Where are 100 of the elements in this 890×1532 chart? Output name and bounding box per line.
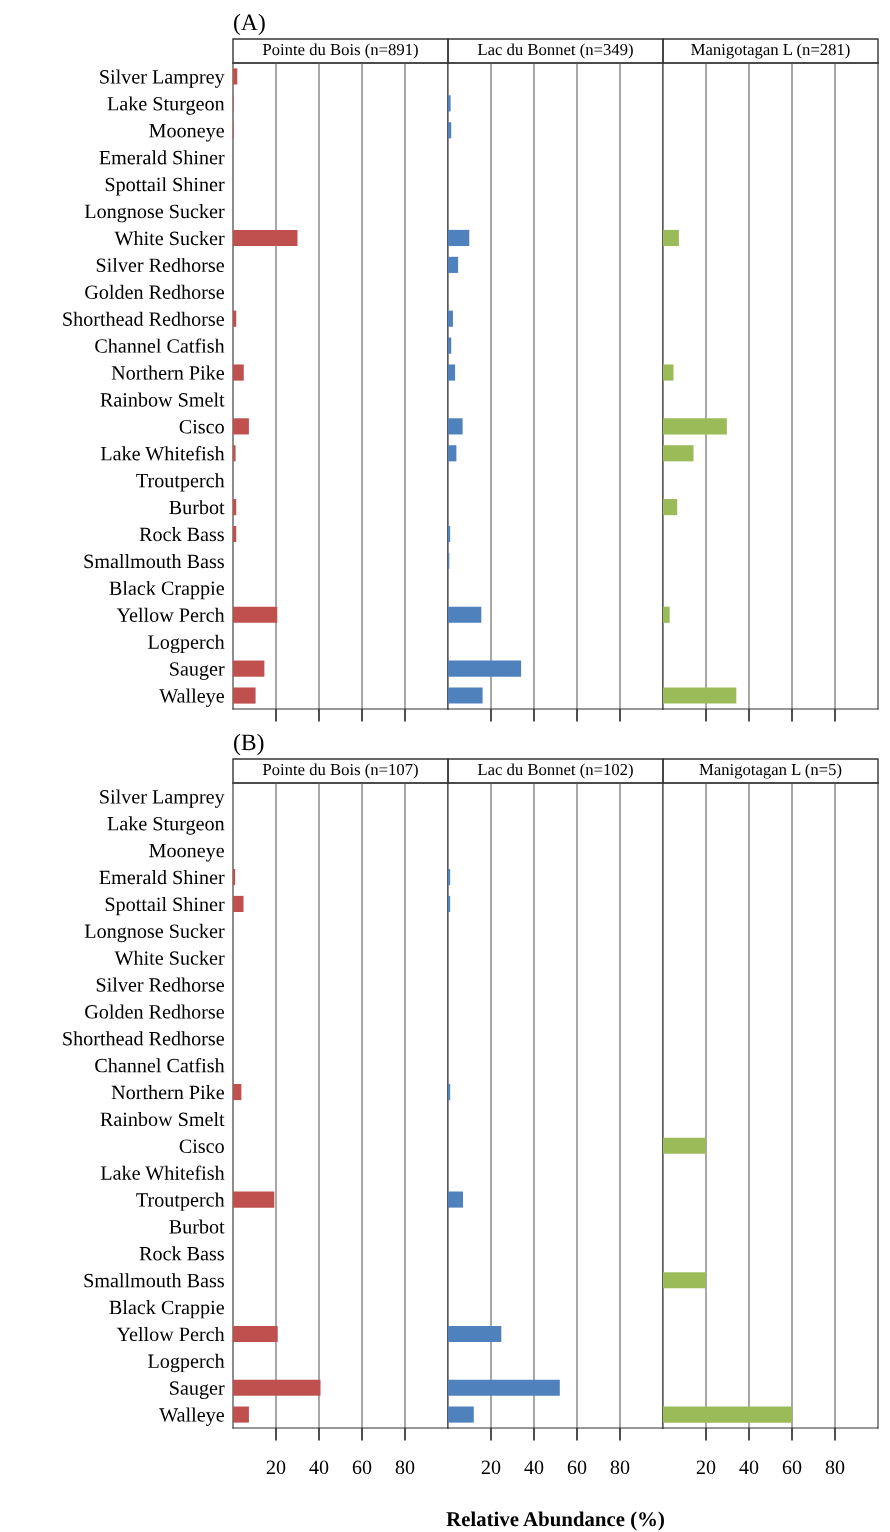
y-tick-label: Yellow Perch <box>116 1326 225 1342</box>
y-tick-label: Golden Redhorse <box>85 1004 224 1019</box>
bar <box>448 310 453 327</box>
bar <box>448 256 459 273</box>
y-tick-label: Rock Bass <box>139 1246 224 1261</box>
bar <box>448 606 482 623</box>
bar <box>233 229 298 247</box>
x-tick-label: 20 <box>696 1460 716 1475</box>
x-tick-label: 40 <box>739 1460 759 1475</box>
y-tick-label: Troutperch <box>136 473 225 492</box>
y-tick-label: Mooneye <box>149 124 224 142</box>
y-tick-label: Channel Catfish <box>95 338 225 353</box>
bar <box>448 418 463 435</box>
bar <box>448 337 452 354</box>
bar <box>448 525 451 543</box>
y-tick-label: Rainbow Smelt <box>100 1111 225 1127</box>
x-axis-title: Relative Abundance (%) <box>446 1511 664 1531</box>
y-tick-label: Logperch <box>148 634 225 654</box>
bar <box>448 687 483 704</box>
bar <box>663 499 678 516</box>
y-tick-label: Logperch <box>148 1353 225 1373</box>
y-tick-label: Silver Redhorse <box>96 977 224 992</box>
bar <box>663 606 670 623</box>
bar <box>233 606 278 623</box>
y-tick-label: Sauger <box>170 662 225 680</box>
y-tick-label: Cisco <box>179 420 224 434</box>
x-tick-label: 80 <box>610 1460 630 1475</box>
y-tick-label: Spottail Shiner <box>105 177 225 196</box>
chart-title: Manigotagan L (n=281) <box>691 43 850 59</box>
y-tick-label: Golden Redhorse <box>85 284 224 299</box>
y-tick-label: Lake Whitefish <box>100 446 225 461</box>
x-tick-label: 40 <box>309 1460 329 1475</box>
x-tick-label: 60 <box>567 1460 587 1475</box>
y-tick-label: Rock Bass <box>139 527 224 542</box>
bar <box>448 1084 451 1101</box>
x-tick-label: 60 <box>352 1460 372 1475</box>
x-tick-label: 60 <box>782 1460 802 1475</box>
bar <box>448 1379 560 1396</box>
y-tick-label: Mooneye <box>149 843 224 862</box>
bar <box>233 687 256 704</box>
y-tick-label: Troutperch <box>136 1192 225 1211</box>
chart-title: Pointe du Bois (n=107) <box>262 763 418 779</box>
y-tick-label: Silver Lamprey <box>100 789 225 808</box>
bar <box>448 445 457 462</box>
y-tick-label: Walleye <box>159 688 224 707</box>
bar <box>233 895 244 912</box>
y-tick-label: Longnose Sucker <box>84 923 225 943</box>
bar <box>448 229 470 247</box>
bar <box>663 364 674 381</box>
bar <box>233 525 237 543</box>
y-tick-label: Lake Sturgeon <box>107 96 225 115</box>
x-tick-label: 20 <box>266 1460 286 1475</box>
x-tick-label: 80 <box>395 1460 415 1475</box>
text: (A) <box>234 13 265 36</box>
y-tick-label: Lake Sturgeon <box>107 816 225 835</box>
y-tick-label: Lake Whitefish <box>100 1165 225 1180</box>
bar <box>233 310 237 327</box>
y-tick-label: Spottail Shiner <box>105 896 225 916</box>
bar <box>233 869 236 886</box>
chart-title: Manigotagan L (n=5) <box>699 763 842 779</box>
bar <box>448 895 451 912</box>
bar <box>233 364 244 381</box>
bar <box>663 687 737 704</box>
bar <box>233 1325 278 1342</box>
bar <box>233 1406 249 1423</box>
chart-title: Lac du Bonnet (n=102) <box>477 763 633 779</box>
text: (B) <box>234 733 264 756</box>
y-tick-label: Yellow Perch <box>116 607 225 622</box>
bar <box>233 68 238 85</box>
y-tick-label: Longnose Sucker <box>84 204 225 223</box>
y-tick-label: Smallmouth Bass <box>84 553 224 569</box>
y-tick-label: Shorthead Redhorse <box>63 311 224 326</box>
y-tick-label: Cisco <box>179 1139 224 1153</box>
bar <box>233 418 249 435</box>
chart-title: Pointe du Bois (n=891) <box>262 43 418 59</box>
y-tick-label: Black Crappie <box>109 1300 224 1319</box>
y-tick-label: Sauger <box>170 1381 225 1399</box>
bar <box>448 364 456 381</box>
bar <box>448 95 451 112</box>
chart-title: Lac du Bonnet (n=349) <box>477 43 633 59</box>
bar <box>233 1084 242 1101</box>
y-tick-label: Channel Catfish <box>95 1058 225 1073</box>
y-tick-label: Rainbow Smelt <box>100 392 225 407</box>
bar <box>448 1325 502 1342</box>
bar <box>233 445 236 462</box>
bar <box>663 445 694 462</box>
bar <box>663 418 727 435</box>
bar <box>233 1379 321 1396</box>
y-tick-label: Emerald Shiner <box>99 870 225 885</box>
y-tick-label: Walleye <box>159 1407 224 1426</box>
y-tick-label: White Sucker <box>114 950 225 965</box>
y-tick-label: Emerald Shiner <box>99 150 225 165</box>
bar <box>448 869 451 886</box>
y-tick-label: Shorthead Redhorse <box>63 1031 224 1046</box>
y-tick-label: Silver Lamprey <box>100 69 225 88</box>
y-tick-label: Black Crappie <box>109 580 224 600</box>
y-tick-label: Silver Redhorse <box>96 257 224 273</box>
y-tick-label: Northern Pike <box>111 365 224 380</box>
y-tick-label: Northern Pike <box>111 1085 224 1100</box>
bar <box>448 660 522 677</box>
